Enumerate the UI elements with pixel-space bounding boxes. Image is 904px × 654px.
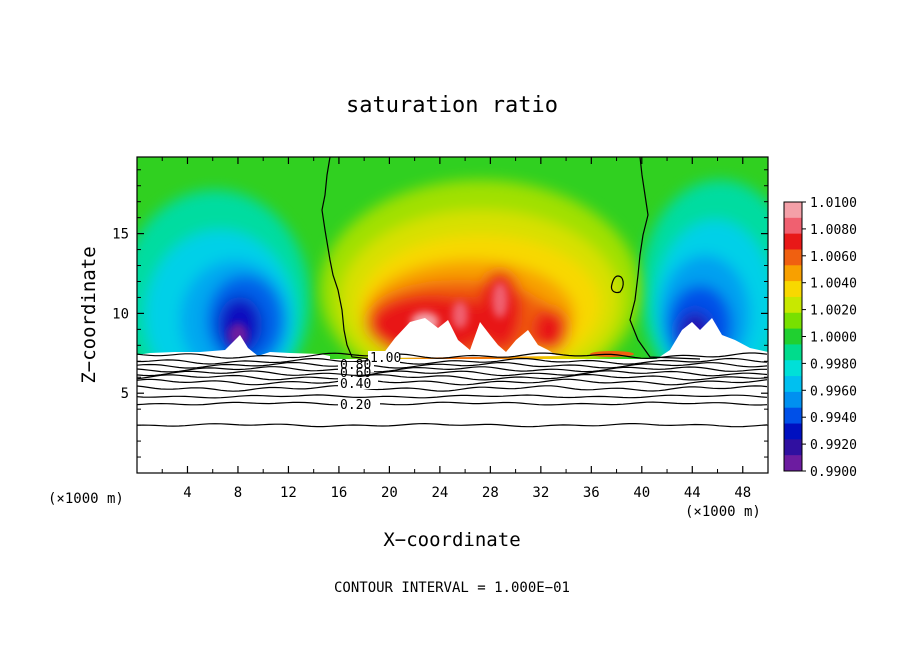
x-tick-label-8: 36 [583, 485, 600, 501]
chart-title: saturation ratio [346, 93, 558, 118]
contour-horizontal-2 [137, 361, 768, 369]
colorbar-swatch-4 [784, 265, 802, 282]
colorbar-swatch-6 [784, 296, 802, 314]
colorbar-label-10: 0.9900 [810, 465, 857, 480]
x-tick-label-2: 12 [280, 485, 297, 501]
x-tick-label-0: 4 [183, 485, 191, 501]
colorbar-swatch-1 [784, 217, 802, 235]
colorbar-swatch-7 [784, 312, 802, 330]
x-tick-label-5: 24 [431, 485, 448, 501]
x-axis-label: X−coordinate [383, 529, 520, 551]
colorbar-label-0: 1.0100 [810, 196, 857, 211]
colorbar-swatch-2 [784, 233, 802, 250]
contour-horizontal-7 [137, 385, 768, 392]
y-axis-ticks: 5 10 15 [112, 169, 768, 458]
colorbar-swatch-16 [784, 455, 802, 472]
colorbar-label-1: 1.0080 [810, 223, 857, 238]
colorbar-label-7: 0.9960 [810, 384, 857, 399]
contour-horizontal-3 [137, 366, 767, 373]
y-tick-label-0: 5 [121, 386, 129, 402]
contour-horizontal-group [137, 352, 768, 428]
colorbar-swatch-13 [784, 407, 802, 425]
colorbar-label-3: 1.0040 [810, 277, 857, 292]
colorbar-swatch-14 [784, 423, 802, 440]
contour-horizontal-0 [137, 352, 768, 360]
contour-horizontal-5 [137, 373, 768, 381]
colorbar: 1.0100 1.0080 1.0060 1.0040 1.0020 1.0000 0.99… [783, 196, 857, 480]
y-tick-label-2: 15 [112, 227, 129, 243]
contour-lines [137, 157, 768, 428]
x-tick-label-9: 40 [633, 485, 650, 501]
contour-labels: 1.00 0.80 0.60 0.40 0.20 [338, 351, 401, 413]
x-tick-label-6: 28 [482, 485, 499, 501]
colorbar-label-6: 0.9980 [810, 357, 857, 372]
colorbar-label-9: 0.9920 [810, 438, 857, 453]
colorbar-swatch-11 [784, 376, 802, 393]
colorbar-label-8: 0.9940 [810, 411, 857, 426]
colorbar-label-4: 1.0020 [810, 304, 857, 319]
colorbar-swatch-8 [784, 328, 802, 345]
colorbar-swatch-15 [784, 439, 802, 456]
contour-label-1: 1.00 [370, 351, 401, 366]
colorbar-swatch-12 [784, 391, 802, 409]
contour-left [321, 157, 373, 360]
colorbar-swatch-9 [784, 344, 802, 361]
contour-horizontal-6 [137, 378, 768, 386]
x-tick-label-7: 32 [532, 485, 549, 501]
contour-horizontal-10 [137, 422, 768, 428]
contour-horizontal-9 [137, 401, 768, 406]
x-unit-left: (×1000 m) [48, 491, 124, 507]
right-cloud-bumps [655, 318, 768, 362]
field-lower [137, 359, 768, 473]
x-unit-right: (×1000 m) [685, 504, 761, 520]
colorbar-label-2: 1.0060 [810, 250, 857, 265]
cloud-region [380, 318, 565, 358]
contour-horizontal-1 [137, 357, 768, 365]
colorbar-swatch-5 [784, 281, 802, 298]
x-tick-label-3: 16 [330, 485, 347, 501]
contour-horizontal-4 [137, 370, 768, 377]
colorbar-label-5: 1.0000 [810, 331, 857, 346]
heatmap-field [137, 157, 768, 473]
contour-horizontal-8 [137, 394, 768, 399]
x-tick-label-10: 44 [684, 485, 701, 501]
colorbar-swatch-0 [784, 202, 802, 219]
x-tick-label-11: 48 [734, 485, 751, 501]
contour-label-2: 0.80 [340, 358, 371, 373]
colorbar-swatch-3 [784, 249, 802, 266]
contour-label-5: 0.20 [340, 398, 371, 413]
y-axis-label: Z−coordinate [78, 246, 100, 383]
colorbar-swatch-10 [784, 360, 802, 377]
x-tick-label-1: 8 [234, 485, 242, 501]
contour-right [629, 157, 701, 360]
x-tick-label-4: 20 [381, 485, 398, 501]
x-axis-ticks: 4 8 12 16 20 24 28 32 36 40 44 48 [161, 157, 751, 501]
plot-frame [136, 156, 769, 474]
contour-loop [610, 275, 624, 294]
y-tick-label-1: 10 [112, 306, 129, 322]
contour-interval-note: CONTOUR INTERVAL = 1.000E−01 [334, 580, 570, 596]
contour-label-4: 0.40 [340, 377, 371, 392]
